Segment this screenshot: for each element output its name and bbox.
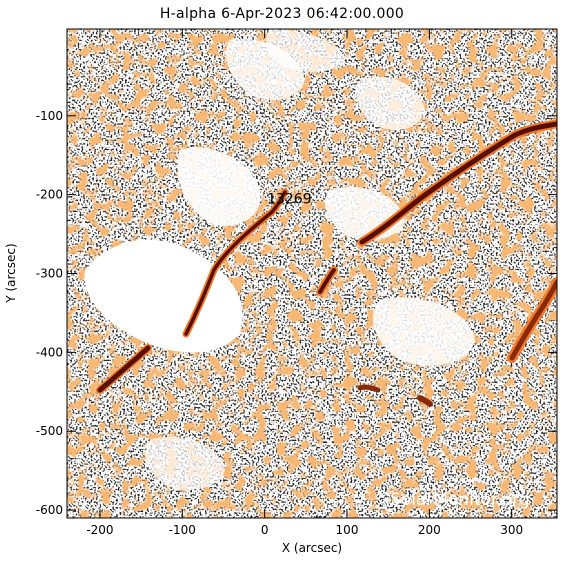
- x-axis-label: X (arcsec): [282, 541, 342, 555]
- y-tick-label: -500: [36, 424, 63, 438]
- filament-dot-1: [357, 384, 381, 393]
- watermark: SolarMonitor.org: [390, 490, 530, 510]
- x-axis: -200 -100 0 100 200 300: [86, 29, 523, 537]
- x-tick-label: 200: [418, 523, 441, 537]
- filament-dot-2: [417, 395, 433, 407]
- plage-regions: [84, 29, 475, 490]
- y-tick-label: -400: [36, 345, 63, 359]
- y-tick-label: -200: [36, 188, 63, 202]
- x-tick-label: 300: [500, 523, 523, 537]
- x-tick-label: -100: [169, 523, 196, 537]
- solar-image: [67, 29, 557, 518]
- y-axis-label: Y (arcsec): [4, 243, 18, 303]
- plot-title: H-alpha 6-Apr-2023 06:42:00.000: [159, 6, 405, 22]
- filaments: [96, 119, 557, 407]
- x-tick-label: 100: [336, 523, 359, 537]
- x-tick-label: -200: [86, 523, 113, 537]
- y-tick-label: -300: [36, 267, 63, 281]
- y-tick-label: -600: [36, 503, 63, 517]
- y-tick-label: -100: [36, 109, 63, 123]
- x-tick-label: 0: [261, 523, 269, 537]
- y-axis: -100 -200 -300 -400 -500 -600: [36, 109, 557, 517]
- active-region-label: 13269: [267, 192, 312, 208]
